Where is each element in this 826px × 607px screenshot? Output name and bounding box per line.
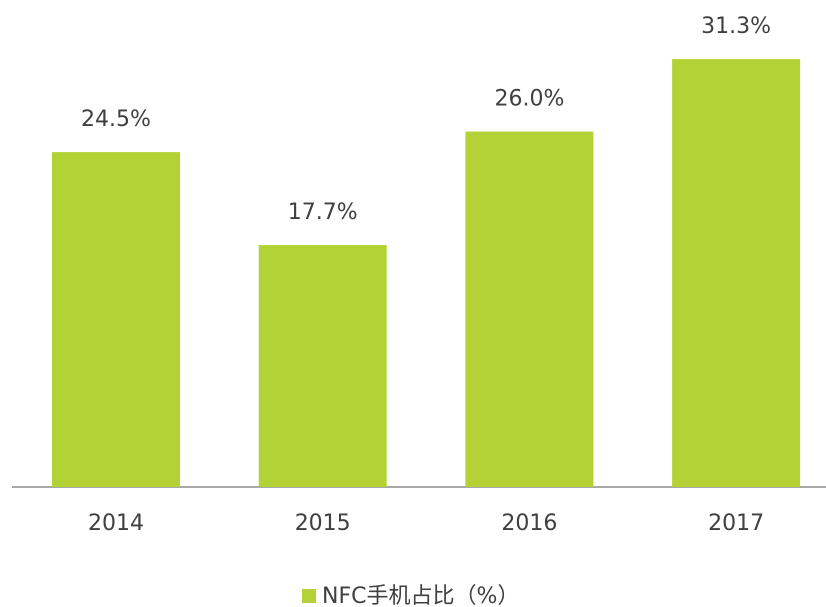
legend-swatch [302, 589, 316, 603]
bar [52, 152, 180, 487]
bar [465, 131, 594, 487]
x-tick-label: 2016 [501, 511, 557, 536]
x-tick-label: 2015 [295, 511, 351, 536]
x-tick-label: 2014 [88, 511, 144, 536]
data-label: 24.5% [81, 107, 151, 132]
legend-label: NFC手机占比（%） [322, 584, 519, 607]
data-label: 26.0% [494, 87, 564, 112]
x-tick-label: 2017 [708, 511, 764, 536]
bar [258, 245, 387, 487]
bar [672, 59, 801, 488]
data-label: 31.3% [701, 14, 771, 39]
data-label: 17.7% [288, 200, 358, 225]
